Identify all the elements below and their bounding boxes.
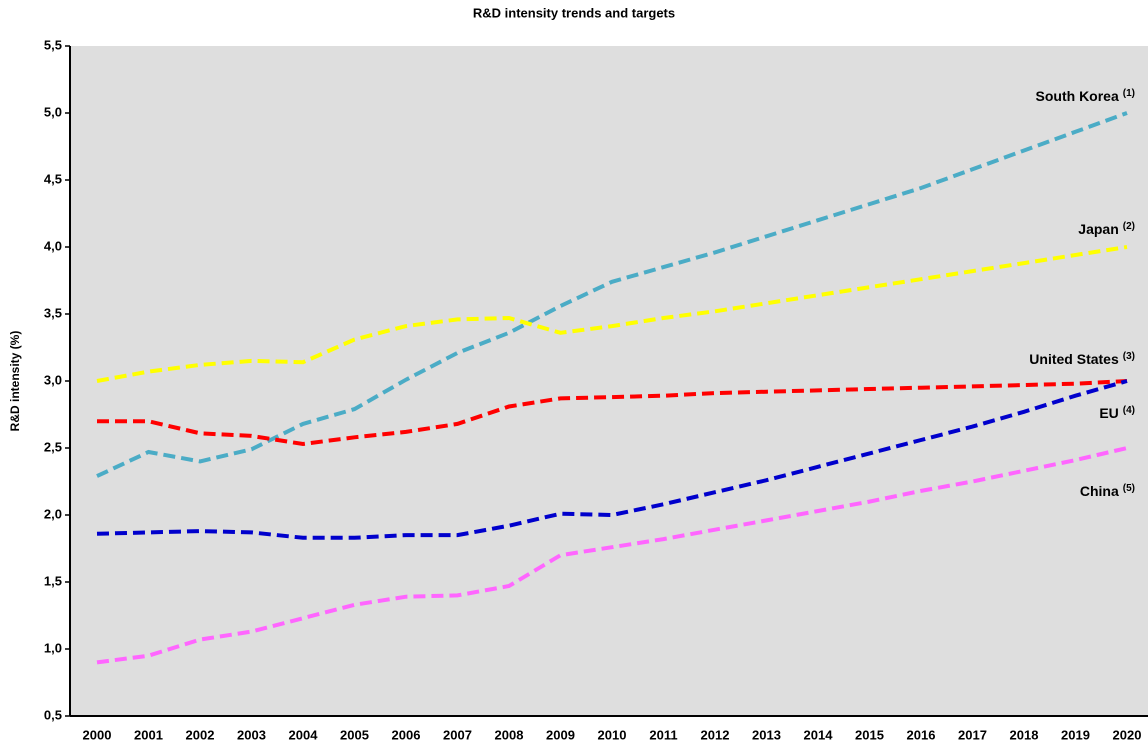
x-tick-label: 2002 bbox=[186, 727, 215, 742]
series-line bbox=[97, 379, 1128, 447]
x-tick-label: 2014 bbox=[804, 727, 834, 742]
series-line bbox=[96, 245, 1128, 383]
series-label: South Korea (1) bbox=[1036, 88, 1135, 104]
series-name: United States bbox=[1029, 351, 1119, 367]
y-tick-label: 4,0 bbox=[44, 238, 62, 253]
x-tick-label: 2017 bbox=[958, 727, 987, 742]
y-tick-label: 5,0 bbox=[44, 104, 62, 119]
x-tick-label: 2005 bbox=[340, 727, 369, 742]
x-tick-label: 2004 bbox=[289, 727, 319, 742]
y-tick-label: 5,5 bbox=[44, 37, 62, 52]
y-tick-label: 3,5 bbox=[44, 305, 62, 320]
series-name: China bbox=[1080, 483, 1119, 499]
series-line bbox=[96, 111, 1128, 478]
series-note: (4) bbox=[1123, 405, 1135, 416]
x-tick-label: 2007 bbox=[443, 727, 472, 742]
x-tick-label: 2000 bbox=[83, 727, 112, 742]
series-name: EU bbox=[1099, 405, 1118, 421]
y-tick-label: 2,5 bbox=[44, 439, 62, 454]
x-tick-label: 2008 bbox=[495, 727, 524, 742]
plot-area bbox=[70, 46, 1148, 716]
y-tick-label: 1,0 bbox=[44, 640, 62, 655]
series-label: EU (4) bbox=[1099, 405, 1135, 421]
x-tick-label: 2009 bbox=[546, 727, 575, 742]
x-tick-label: 2006 bbox=[392, 727, 421, 742]
series-note: (5) bbox=[1123, 483, 1135, 494]
series-note: (3) bbox=[1123, 351, 1135, 362]
y-tick-label: 0,5 bbox=[44, 707, 62, 722]
series-name: South Korea bbox=[1036, 88, 1119, 104]
y-tick-label: 2,0 bbox=[44, 506, 62, 521]
x-tick-label: 2003 bbox=[237, 727, 266, 742]
y-tick-label: 4,5 bbox=[44, 171, 62, 186]
y-tick-label: 3,0 bbox=[44, 372, 62, 387]
x-tick-label: 2012 bbox=[701, 727, 730, 742]
x-tick-label: 2011 bbox=[649, 727, 677, 742]
chart-title: R&D intensity trends and targets bbox=[473, 5, 675, 20]
series-note: (2) bbox=[1123, 221, 1135, 232]
series-label: China (5) bbox=[1080, 483, 1135, 499]
x-tick-label: 2013 bbox=[752, 727, 781, 742]
x-tick-label: 2001 bbox=[134, 727, 163, 742]
x-tick-label: 2016 bbox=[907, 727, 936, 742]
y-tick-label: 1,5 bbox=[44, 573, 62, 588]
series-label: United States (3) bbox=[1029, 351, 1135, 367]
series-line bbox=[96, 379, 1128, 540]
series-line bbox=[96, 446, 1128, 665]
x-tick-label: 2020 bbox=[1113, 727, 1142, 742]
x-tick-label: 2015 bbox=[855, 727, 884, 742]
x-tick-label: 2019 bbox=[1061, 727, 1090, 742]
x-tick-label: 2018 bbox=[1010, 727, 1039, 742]
series-note: (1) bbox=[1123, 88, 1135, 99]
series-name: Japan bbox=[1078, 221, 1118, 237]
x-tick-label: 2010 bbox=[598, 727, 627, 742]
series-label: Japan (2) bbox=[1078, 221, 1135, 237]
y-axis-label: R&D intensity (%) bbox=[8, 331, 22, 432]
